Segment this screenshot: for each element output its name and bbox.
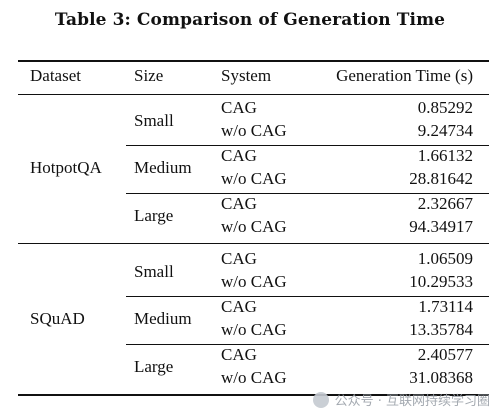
time-cell: 2.40577 [417, 345, 473, 364]
system-cell: CAG [221, 194, 257, 213]
size-divider [126, 193, 489, 194]
watermark: 公众号 · 互联网持续学习圈 [312, 390, 490, 409]
header-dataset: Dataset [30, 66, 81, 85]
size-divider [126, 296, 489, 297]
size-label: Small [134, 262, 174, 281]
bottom-rule [18, 394, 489, 396]
size-divider [126, 344, 489, 345]
time-cell: 31.08368 [409, 368, 473, 387]
time-cell: 94.34917 [409, 217, 473, 236]
system-cell: w/o CAG [221, 320, 287, 339]
time-cell: 0.85292 [417, 98, 473, 117]
size-label: Small [134, 111, 174, 130]
system-cell: CAG [221, 249, 257, 268]
time-cell: 28.81642 [409, 169, 473, 188]
system-cell: w/o CAG [221, 169, 287, 188]
size-label: Medium [134, 309, 192, 328]
time-cell: 1.66132 [417, 146, 473, 165]
top-rule [18, 60, 489, 62]
system-cell: CAG [221, 98, 257, 117]
header-rule [18, 94, 489, 95]
time-cell: 1.06509 [417, 249, 473, 268]
system-cell: CAG [221, 345, 257, 364]
size-label: Medium [134, 158, 192, 177]
dataset-label: SQuAD [30, 309, 85, 328]
time-cell: 13.35784 [409, 320, 473, 339]
time-cell: 2.32667 [417, 194, 473, 213]
wechat-icon [312, 391, 329, 408]
dataset-label: HotpotQA [30, 158, 102, 177]
system-cell: CAG [221, 297, 257, 316]
system-cell: w/o CAG [221, 217, 287, 236]
time-cell: 1.73114 [418, 297, 473, 316]
time-cell: 9.24734 [417, 121, 473, 140]
size-divider [126, 145, 489, 146]
watermark-text: 公众号 · 互联网持续学习圈 [334, 394, 490, 409]
size-label: Large [134, 357, 174, 376]
system-cell: w/o CAG [221, 121, 287, 140]
system-cell: CAG [221, 146, 257, 165]
header-generation-time: Generation Time (s) [336, 66, 473, 85]
header-size: Size [134, 66, 164, 85]
header-system: System [221, 66, 272, 85]
group-divider [18, 243, 489, 244]
table-caption: Table 3: Comparison of Generation Time [54, 10, 446, 30]
size-label: Large [134, 206, 174, 225]
system-cell: w/o CAG [221, 368, 287, 387]
system-cell: w/o CAG [221, 272, 287, 291]
time-cell: 10.29533 [409, 272, 473, 291]
